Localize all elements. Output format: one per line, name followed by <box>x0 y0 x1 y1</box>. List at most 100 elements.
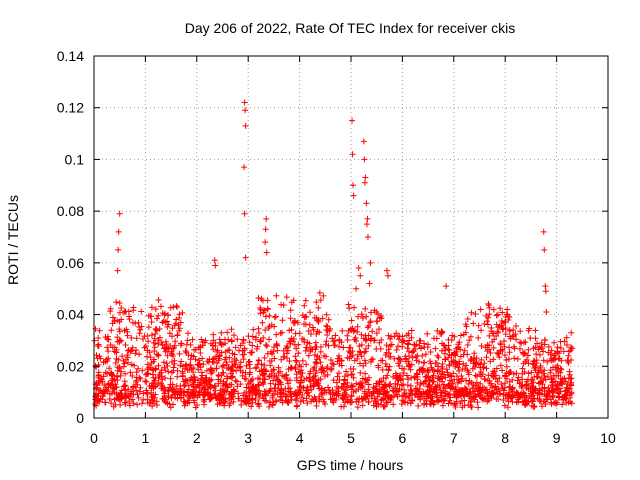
data-point <box>456 367 463 374</box>
data-point <box>153 402 160 409</box>
data-point <box>216 355 223 362</box>
data-point <box>358 353 365 360</box>
data-point <box>411 391 418 398</box>
data-point <box>292 357 299 364</box>
data-point <box>169 351 176 358</box>
data-point <box>325 342 332 349</box>
data-point <box>405 330 412 337</box>
data-point <box>486 304 493 311</box>
data-point <box>312 339 319 346</box>
data-point <box>427 400 434 407</box>
data-point <box>568 375 575 382</box>
data-point <box>451 351 458 358</box>
data-point <box>377 401 384 408</box>
data-point <box>95 361 102 368</box>
data-point <box>252 336 259 343</box>
data-point <box>403 372 410 379</box>
data-point <box>252 365 259 372</box>
data-point <box>542 288 549 295</box>
data-point <box>138 308 145 315</box>
data-point <box>221 388 228 395</box>
data-point <box>282 372 289 379</box>
data-point <box>354 323 361 330</box>
data-point <box>347 399 354 406</box>
data-point <box>155 296 162 303</box>
data-point <box>393 388 400 395</box>
x-tick-label: 0 <box>90 430 98 446</box>
data-point <box>410 347 417 354</box>
data-point <box>303 361 310 368</box>
data-point <box>563 400 570 407</box>
data-point <box>560 348 567 355</box>
data-point <box>544 396 551 403</box>
data-point <box>246 365 253 372</box>
data-point <box>127 369 134 376</box>
data-point <box>255 295 262 302</box>
data-point <box>425 373 432 380</box>
data-point <box>401 386 408 393</box>
data-point <box>545 343 552 350</box>
data-point <box>164 352 171 359</box>
data-point <box>247 378 254 385</box>
data-point <box>432 345 439 352</box>
data-point <box>359 375 366 382</box>
data-point <box>230 388 237 395</box>
data-point <box>554 399 561 406</box>
data-point <box>378 396 385 403</box>
data-point <box>261 354 268 361</box>
data-point <box>440 384 447 391</box>
data-point <box>309 396 316 403</box>
data-point <box>416 337 423 344</box>
data-point <box>258 361 265 368</box>
data-point <box>213 365 220 372</box>
data-point <box>307 378 314 385</box>
data-point <box>439 402 446 409</box>
data-point <box>202 337 209 344</box>
data-point <box>189 389 196 396</box>
data-point <box>291 341 298 348</box>
data-point <box>121 360 128 367</box>
data-point <box>493 321 500 328</box>
data-point <box>180 392 187 399</box>
data-point <box>557 338 564 345</box>
data-point <box>207 378 214 385</box>
data-point <box>304 400 311 407</box>
data-point <box>272 313 279 320</box>
data-point <box>255 400 262 407</box>
data-point <box>294 387 301 394</box>
data-point <box>495 350 502 357</box>
data-point <box>536 396 543 403</box>
data-point <box>215 380 222 387</box>
data-point <box>273 340 280 347</box>
data-point <box>535 369 542 376</box>
data-point <box>120 357 127 364</box>
data-point <box>302 297 309 304</box>
data-point <box>464 351 471 358</box>
data-point <box>241 345 248 352</box>
data-point <box>266 403 273 410</box>
data-point <box>461 397 468 404</box>
data-point <box>557 345 564 352</box>
data-point <box>148 319 155 326</box>
x-tick-label: 5 <box>347 430 355 446</box>
data-point <box>405 348 412 355</box>
data-point <box>542 401 549 408</box>
data-point <box>266 399 273 406</box>
data-point <box>145 324 152 331</box>
data-point <box>318 365 325 372</box>
data-point <box>96 327 103 334</box>
data-point <box>411 374 418 381</box>
data-point <box>351 357 358 364</box>
y-tick-label: 0.06 <box>57 255 84 271</box>
data-point <box>350 374 357 381</box>
data-point <box>182 381 189 388</box>
data-point <box>297 398 304 405</box>
data-point <box>220 392 227 399</box>
data-point <box>249 384 256 391</box>
data-point <box>357 272 364 279</box>
data-point <box>523 381 530 388</box>
data-point <box>528 393 535 400</box>
data-point <box>316 398 323 405</box>
data-point <box>237 359 244 366</box>
data-point <box>272 387 279 394</box>
